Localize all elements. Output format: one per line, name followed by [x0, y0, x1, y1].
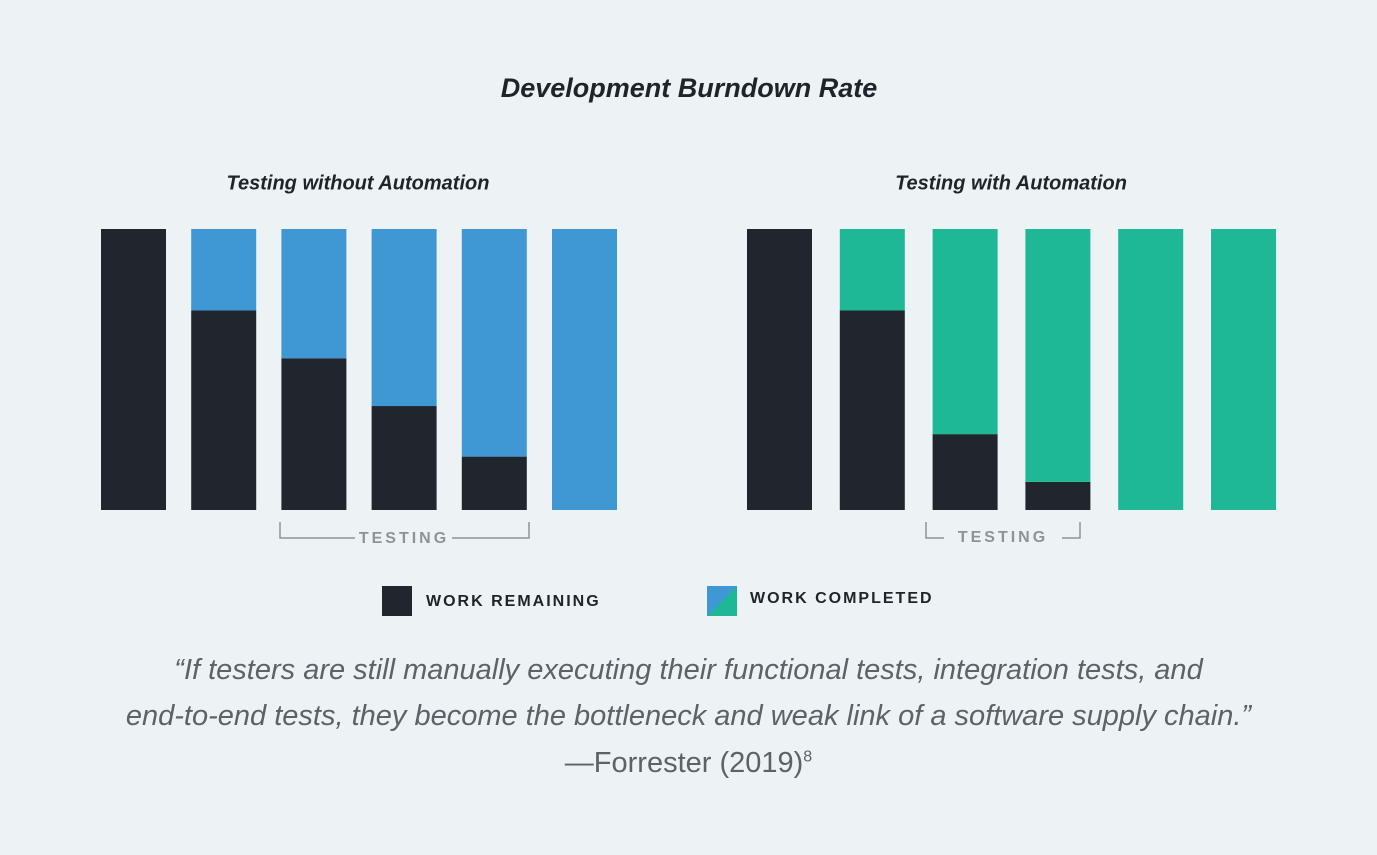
bar-segment — [461, 456, 527, 510]
bar-segment — [932, 434, 998, 510]
bar-segment — [1025, 481, 1091, 510]
footnote: 8 — [803, 748, 813, 766]
bar-segment — [1211, 229, 1276, 510]
annotation: TESTING — [958, 529, 1048, 546]
bar-segment — [747, 229, 812, 510]
bar-segment — [101, 229, 166, 510]
chart: Development Burndown Rate Testing withou… — [101, 73, 1276, 616]
legend-swatch — [707, 586, 737, 616]
bar-segment — [839, 310, 905, 510]
legend-swatch — [382, 586, 412, 616]
bar-segment — [281, 229, 347, 359]
bracket — [279, 522, 530, 539]
bracket — [925, 522, 1081, 539]
subtitle: Testing with Automation — [895, 172, 1127, 194]
bar-segment — [461, 229, 527, 457]
bar-segment — [191, 229, 257, 311]
legend-label: WORK REMAINING — [426, 593, 601, 610]
quote-line: “If testers are still manually executing… — [174, 654, 1203, 686]
bar-segment — [552, 229, 617, 510]
bar-segment — [932, 229, 998, 435]
bar-segment — [281, 358, 347, 510]
bar-segment — [1118, 229, 1184, 510]
annotation: TESTING — [359, 530, 449, 547]
quote-line: end-to-end tests, they become the bottle… — [125, 700, 1252, 732]
bar-segment — [839, 229, 905, 311]
bar-segment — [371, 406, 437, 510]
attribution-text: —Forrester (2019) — [564, 747, 804, 779]
legend-label: WORK COMPLETED — [750, 590, 934, 607]
attribution: —Forrester (2019)8 — [0, 747, 1377, 780]
bar-segment — [191, 310, 257, 510]
bar-segment — [1025, 229, 1091, 482]
bar-segment — [371, 229, 437, 407]
subtitle: Testing without Automation — [227, 172, 490, 194]
chart-title: Development Burndown Rate — [501, 73, 878, 103]
